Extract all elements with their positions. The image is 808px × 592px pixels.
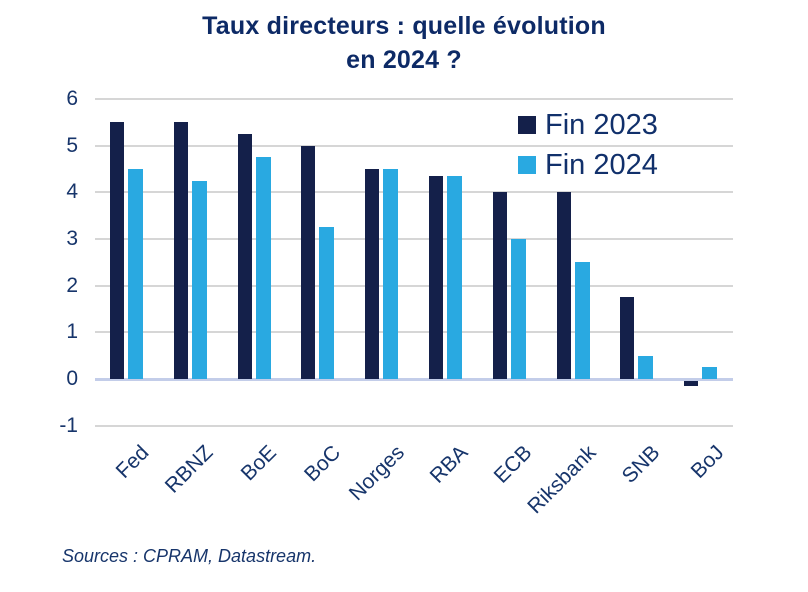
legend-label: Fin 2023 — [545, 108, 658, 141]
x-axis-label-boj: BoJ — [686, 441, 728, 483]
chart-title-line2: en 2024 ? — [346, 46, 462, 74]
zero-axis-line — [95, 377, 733, 381]
legend-swatch-icon — [518, 156, 536, 174]
x-axis-label-boc: BoC — [299, 441, 346, 487]
legend-item-fin-2023: Fin 2023 — [518, 105, 658, 145]
chart-legend: Fin 2023 Fin 2024 — [518, 105, 658, 185]
gridline-2 — [95, 284, 733, 287]
bar-fin-2024-norges — [383, 168, 399, 379]
bar-fin-2023-norges — [365, 168, 380, 379]
y-tick-label-0: 0 — [66, 367, 78, 390]
bar-fin-2023-boc — [301, 145, 316, 379]
bar-fin-2023-boj — [684, 381, 699, 386]
x-axis-label-fed: Fed — [111, 441, 154, 483]
bar-fin-2024-boc — [319, 227, 335, 379]
gridline-4 — [95, 191, 733, 194]
gridline-1 — [95, 331, 733, 334]
x-axis-label-rba: RBA — [425, 441, 473, 488]
x-axis-label-norges: Norges — [344, 441, 409, 506]
gridline-6 — [95, 97, 733, 100]
bar-fin-2023-ecb — [492, 192, 507, 379]
chart-title: Taux directeurs : quelle évolution en 20… — [0, 9, 808, 77]
bar-fin-2023-rba — [429, 175, 443, 379]
bar-fin-2023-riksbank — [556, 192, 571, 379]
gridline-3 — [95, 237, 733, 240]
bar-fin-2024-boj — [702, 367, 718, 379]
bar-fin-2023-boe — [237, 133, 252, 379]
gridline--1 — [95, 424, 733, 427]
y-tick-label-3: 3 — [66, 226, 78, 250]
y-tick-label-2: 2 — [66, 273, 78, 297]
y-tick-label-6: 6 — [66, 86, 78, 110]
bar-fin-2024-rbnz — [191, 180, 207, 379]
bar-fin-2024-riksbank — [574, 262, 590, 379]
source-note: Sources : CPRAM, Datastream. — [62, 546, 317, 566]
x-axis-label-riksbank: Riksbank — [523, 441, 601, 519]
bar-fin-2023-snb — [620, 297, 635, 379]
bar-fin-2024-boe — [255, 157, 271, 379]
x-axis-label-ecb: ECB — [489, 441, 537, 488]
legend-item-fin-2024: Fin 2024 — [518, 145, 658, 185]
gridline-5 — [95, 144, 733, 147]
y-tick-label-5: 5 — [66, 133, 78, 157]
bar-fin-2024-ecb — [510, 238, 526, 379]
bar-fin-2023-rbnz — [173, 122, 188, 379]
x-axis-label-snb: SNB — [617, 441, 665, 488]
legend-label: Fin 2024 — [545, 148, 658, 181]
bar-fin-2024-snb — [638, 355, 654, 379]
bar-fin-2024-fed — [128, 168, 143, 379]
y-tick-label-1: 1 — [66, 320, 78, 344]
legend-swatch-icon — [518, 116, 536, 134]
x-axis-label-rbnz: RBNZ — [160, 441, 218, 498]
bar-fin-2023-fed — [110, 122, 124, 379]
x-axis-label-boe: BoE — [237, 441, 282, 486]
y-tick-label-4: 4 — [66, 180, 78, 204]
chart-title-line1: Taux directeurs : quelle évolution — [202, 12, 606, 40]
bar-fin-2024-rba — [447, 175, 462, 379]
y-tick-label--1: -1 — [59, 413, 78, 437]
